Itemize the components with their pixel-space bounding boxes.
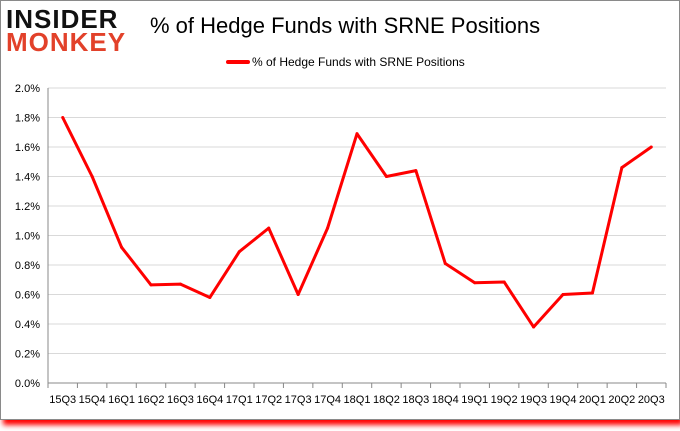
- chart-title: % of Hedge Funds with SRNE Positions: [150, 13, 541, 38]
- data-point: [384, 175, 388, 178]
- y-tick-label: 2.0%: [15, 83, 40, 95]
- x-tick-label: 17Q2: [255, 394, 282, 406]
- y-tick-label: 0.4%: [15, 319, 40, 331]
- data-point: [61, 116, 65, 119]
- x-tick-label: 20Q3: [638, 394, 665, 406]
- data-point: [296, 293, 300, 296]
- data-point: [120, 245, 124, 249]
- y-tick-label: 0.2%: [15, 349, 40, 361]
- x-tick-label: 17Q1: [226, 394, 253, 406]
- data-point: [149, 283, 153, 287]
- data-point: [178, 282, 182, 286]
- legend: % of Hedge Funds with SRNE Positions: [226, 55, 465, 69]
- logo-insider: INSIDER: [6, 4, 119, 34]
- data-point: [355, 132, 359, 136]
- data-point: [414, 169, 418, 173]
- x-tick-label: 19Q1: [461, 394, 488, 406]
- legend-swatch: [226, 60, 250, 64]
- data-point: [237, 250, 241, 254]
- data-point: [649, 145, 653, 149]
- x-tick-label: 17Q4: [314, 394, 341, 406]
- x-tick-label: 18Q1: [344, 394, 371, 406]
- data-point: [90, 175, 94, 178]
- x-tick-label: 20Q1: [579, 394, 606, 406]
- data-point: [620, 166, 624, 170]
- data-point: [590, 291, 594, 295]
- y-tick-label: 1.6%: [15, 142, 40, 154]
- x-tick-label: 20Q2: [608, 394, 635, 406]
- data-point: [208, 295, 212, 299]
- logo-monkey: MONKEY: [6, 27, 127, 57]
- data-point: [267, 226, 271, 230]
- data-point: [473, 281, 477, 285]
- x-tick-label: 15Q4: [79, 394, 106, 406]
- data-point: [326, 226, 330, 230]
- x-tick-label: 19Q2: [491, 394, 518, 406]
- x-tick-label: 18Q2: [373, 394, 400, 406]
- x-tick-label: 17Q3: [285, 394, 312, 406]
- y-tick-label: 1.8%: [15, 113, 40, 125]
- data-point: [502, 280, 506, 284]
- data-point: [532, 325, 536, 329]
- x-tick-label: 16Q2: [138, 394, 165, 406]
- x-tick-label: 19Q3: [520, 394, 547, 406]
- data-point: [561, 293, 565, 296]
- x-tick-label: 16Q4: [196, 394, 223, 406]
- x-tick-label: 16Q3: [167, 394, 194, 406]
- y-tick-label: 1.0%: [15, 231, 40, 243]
- x-tick-label: 18Q3: [402, 394, 429, 406]
- y-tick-label: 0.0%: [15, 378, 40, 390]
- y-tick-label: 0.8%: [15, 260, 40, 272]
- y-tick-label: 1.4%: [15, 172, 40, 184]
- data-point: [443, 262, 447, 266]
- y-tick-label: 1.2%: [15, 201, 40, 213]
- legend-label: % of Hedge Funds with SRNE Positions: [252, 55, 465, 69]
- x-tick-label: 18Q4: [432, 394, 459, 406]
- x-tick-label: 16Q1: [108, 394, 135, 406]
- x-tick-label: 19Q4: [550, 394, 577, 406]
- y-tick-label: 0.6%: [15, 290, 40, 302]
- x-tick-label: 15Q3: [49, 394, 76, 406]
- chart-frame: [0, 0, 680, 420]
